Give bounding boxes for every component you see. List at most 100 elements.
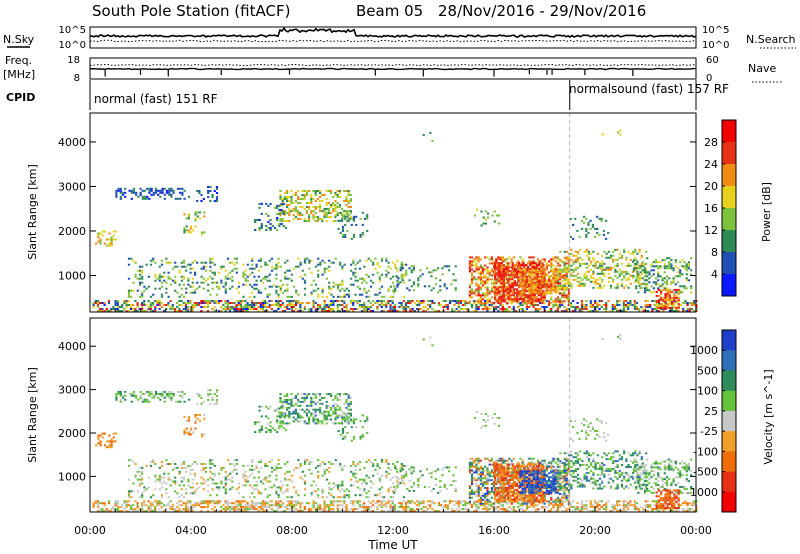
power-cell — [570, 272, 573, 275]
power-cell — [92, 306, 95, 308]
power-cell — [570, 284, 573, 287]
velocity-cell — [325, 404, 328, 407]
power-cell — [601, 260, 604, 263]
velocity-cell — [389, 508, 392, 511]
power-cell — [341, 215, 345, 218]
velocity-cell — [270, 500, 273, 503]
power-cell — [338, 206, 341, 208]
power-cell — [261, 308, 265, 310]
velocity-cell — [462, 508, 465, 511]
power-cell — [565, 270, 569, 273]
power-cell — [614, 270, 617, 273]
power-cell — [587, 258, 591, 261]
power-cell — [336, 202, 339, 204]
power-cell — [477, 276, 480, 279]
power-cell — [666, 294, 669, 297]
power-cell — [525, 271, 529, 274]
power-cell — [424, 306, 427, 308]
power-cell — [141, 269, 144, 272]
power-cell — [661, 279, 664, 282]
power-cell — [233, 267, 236, 270]
power-cell — [576, 276, 580, 279]
power-cell — [163, 279, 166, 282]
velocity-cell — [415, 508, 419, 511]
velocity-cell — [290, 402, 293, 405]
velocity-cell — [312, 412, 315, 415]
freq-right-tick-top: 60 — [706, 55, 719, 66]
power-cell — [231, 308, 234, 310]
power-cell — [457, 310, 460, 312]
power-cell — [618, 252, 621, 255]
power-cell — [648, 289, 651, 292]
power-cell — [266, 279, 269, 282]
velocity-cell — [653, 508, 656, 511]
power-cell — [253, 275, 256, 278]
power-cell — [488, 308, 491, 310]
power-cell — [673, 292, 676, 295]
power-cell — [352, 215, 356, 218]
power-cell — [314, 302, 317, 304]
power-cell — [521, 269, 524, 272]
power-cell — [376, 293, 379, 296]
power-cell — [286, 277, 289, 280]
power-cell — [345, 196, 348, 198]
velocity-cell — [110, 444, 113, 447]
power-cell — [579, 284, 582, 287]
power-cell — [160, 275, 164, 278]
power-cell — [540, 276, 543, 279]
velocity-cell — [409, 500, 412, 503]
velocity-cell — [222, 504, 225, 507]
velocity-cell — [297, 404, 300, 407]
power-cell — [312, 198, 315, 200]
velocity-cell — [190, 429, 193, 432]
power-cell — [591, 225, 594, 228]
power-cell — [567, 256, 570, 259]
power-cell — [482, 222, 485, 225]
power-cell — [316, 220, 319, 223]
power-cell — [248, 273, 252, 276]
velocity-cell — [297, 393, 300, 396]
power-cell — [570, 274, 573, 277]
power-cell — [687, 263, 691, 266]
power-cell — [547, 285, 551, 288]
power-cell — [167, 304, 170, 306]
power-cell — [206, 310, 210, 312]
velocity-cell — [294, 397, 297, 399]
power-cell — [500, 298, 503, 301]
power-cell — [642, 310, 645, 312]
power-cell — [554, 268, 557, 271]
velocity-cell — [464, 504, 467, 507]
power-cell — [283, 220, 286, 223]
power-cell — [581, 284, 584, 287]
velocity-cell — [679, 504, 683, 507]
velocity-cell — [387, 500, 390, 503]
power-cell — [297, 210, 300, 213]
velocity-cell — [194, 419, 197, 422]
velocity-cell — [165, 504, 168, 507]
power-cell — [484, 256, 487, 259]
velocity-cell — [201, 433, 204, 436]
power-cell — [297, 218, 300, 221]
velocity-cell — [204, 500, 207, 503]
velocity-cell — [310, 412, 313, 415]
power-cell — [134, 300, 137, 302]
power-cell — [500, 280, 503, 283]
power-cell — [601, 278, 604, 281]
velocity-cell — [147, 500, 150, 503]
power-cell — [130, 295, 133, 298]
power-cell — [536, 304, 540, 306]
velocity-cell — [108, 446, 111, 449]
velocity-cell — [552, 504, 555, 507]
velocity-cell — [385, 504, 388, 507]
velocity-cell — [316, 508, 320, 511]
power-cell — [429, 300, 432, 302]
power-cell — [426, 304, 430, 306]
velocity-cell — [497, 506, 500, 509]
power-cell — [231, 279, 234, 282]
velocity-cell — [323, 510, 326, 512]
power-cell — [417, 277, 420, 280]
power-cell — [580, 300, 584, 302]
power-cell — [637, 273, 640, 276]
power-cell — [540, 290, 543, 293]
power-cell — [488, 292, 491, 295]
